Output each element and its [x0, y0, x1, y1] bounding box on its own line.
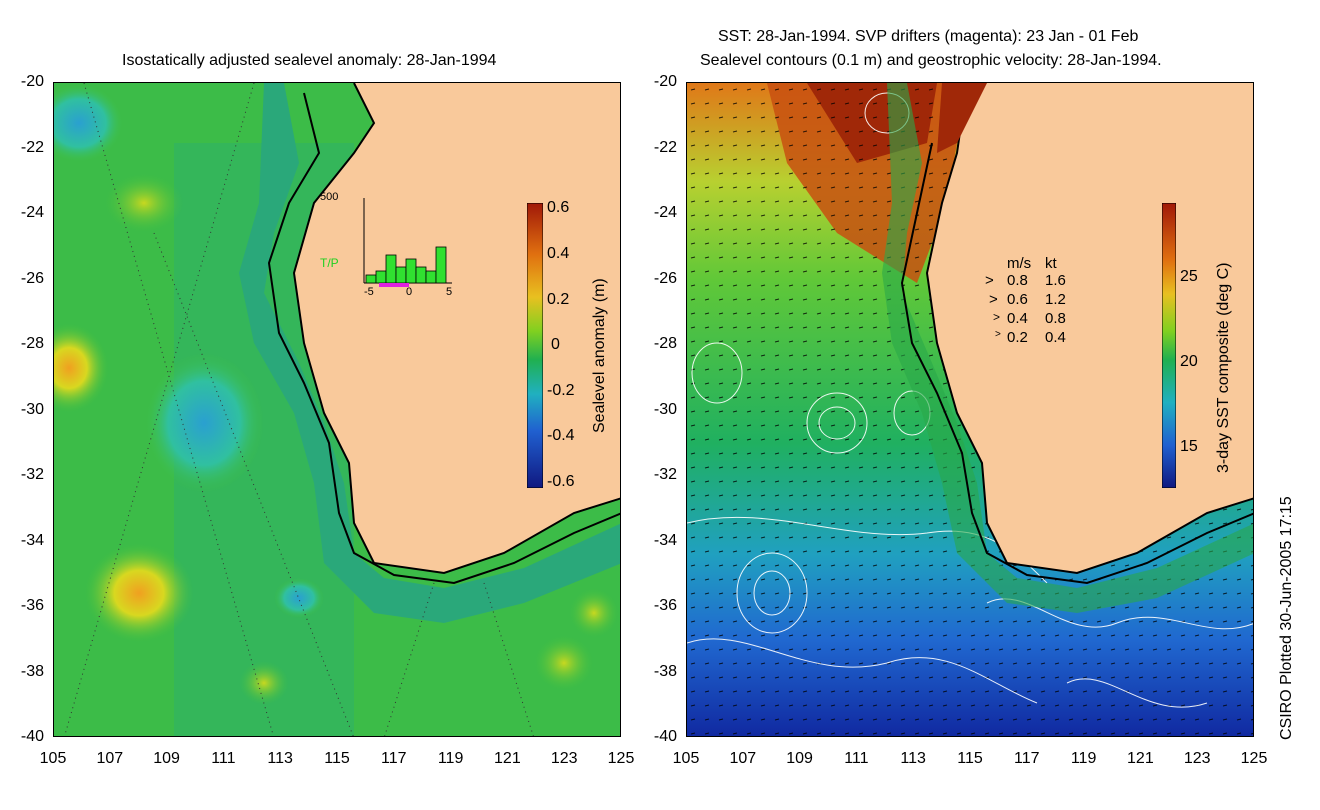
y-tick-8: -36 — [653, 597, 677, 614]
velocity-arrow-icon: > — [995, 329, 1001, 340]
y-tick-4: -28 — [653, 335, 677, 352]
sl-cb-tick-1: 0.4 — [547, 245, 570, 262]
x-tick-1: 107 — [729, 750, 757, 767]
y-tick-2: -24 — [653, 204, 677, 221]
histogram-bar — [405, 258, 417, 284]
x-tick-1: 107 — [96, 750, 124, 767]
y-tick-6: -32 — [653, 466, 677, 483]
drifter-range-bar — [379, 283, 409, 287]
y-tick-5: -30 — [653, 400, 677, 418]
sst-cb-tick-0: 25 — [1180, 268, 1198, 285]
sl-cb-tick-0: 0.6 — [547, 199, 570, 216]
x-tick-7: 119 — [437, 750, 464, 767]
velocity-legend-ms-0: 0.8 — [1007, 272, 1028, 289]
left-panel-title: Isostatically adjusted sealevel anomaly:… — [122, 52, 497, 69]
x-tick-0: 105 — [672, 750, 700, 767]
x-tick-6: 117 — [381, 750, 407, 767]
y-tick-7: -34 — [20, 531, 44, 549]
left-sealevel-map: 500 T/P -5 0 5 0.6 0.4 0.2 0 -0.2 -0.4 -… — [53, 82, 621, 737]
sl-cb-tick-6: -0.6 — [547, 473, 575, 490]
y-tick-0: -20 — [653, 73, 677, 90]
histogram-xtick-0: -5 — [364, 286, 374, 298]
velocity-legend-kt-3: 0.4 — [1045, 329, 1066, 346]
velocity-legend-ms-2: 0.4 — [1007, 310, 1028, 327]
x-tick-10: 125 — [1240, 750, 1268, 767]
velocity-arrow-icon: > — [989, 291, 998, 308]
credit-text: CSIRO Plotted 30-Jun-2005 17:15 — [1278, 496, 1295, 740]
y-tick-10: -40 — [653, 728, 677, 745]
velocity-legend-kt-1: 1.2 — [1045, 291, 1066, 308]
histogram-xtick-1: 0 — [406, 286, 413, 298]
sl-cb-tick-2: 0.2 — [547, 291, 570, 308]
x-tick-4: 113 — [267, 750, 293, 767]
y-tick-4: -28 — [20, 335, 44, 352]
sl-cb-tick-3: 0 — [551, 336, 560, 353]
sl-cb-tick-4: -0.2 — [547, 382, 575, 399]
y-tick-2: -24 — [20, 204, 44, 221]
histogram-bar — [425, 270, 437, 284]
y-tick-10: -40 — [20, 728, 44, 745]
sst-colorbar — [1162, 203, 1176, 488]
velocity-legend-ms-3: 0.2 — [1007, 329, 1028, 346]
y-tick-3: -26 — [20, 269, 44, 287]
x-tick-7: 119 — [1070, 750, 1097, 767]
x-tick-6: 117 — [1014, 750, 1040, 767]
sealevel-colorbar — [527, 203, 543, 488]
x-tick-8: 121 — [1127, 750, 1154, 767]
y-tick-0: -20 — [20, 73, 44, 90]
sl-colorbar-label: Sealevel anomaly (m) — [591, 278, 608, 433]
histogram-inset — [363, 198, 452, 287]
right-sst-map: m/s kt > 0.8 1.6 > 0.6 1.2 > 0.4 0.8 > 0… — [686, 82, 1254, 737]
velocity-arrow-icon: > — [985, 272, 994, 289]
histogram-bar — [375, 270, 387, 284]
sst-cb-tick-2: 15 — [1180, 438, 1198, 455]
y-tick-1: -22 — [653, 138, 677, 156]
x-tick-2: 109 — [153, 750, 180, 767]
sl-cb-tick-5: -0.4 — [547, 427, 575, 444]
velocity-legend-kt-2: 0.8 — [1045, 310, 1066, 327]
y-tick-9: -38 — [653, 662, 677, 680]
histogram-bar — [385, 254, 397, 284]
x-tick-0: 105 — [39, 750, 67, 767]
y-tick-6: -32 — [20, 466, 44, 483]
x-tick-3: 111 — [844, 750, 869, 767]
histogram-bar — [435, 246, 447, 284]
sst-cb-tick-1: 20 — [1180, 353, 1198, 370]
y-tick-8: -36 — [20, 597, 44, 614]
y-tick-3: -26 — [653, 269, 677, 287]
histogram-bar — [415, 266, 427, 284]
velocity-legend-kt-0: 1.6 — [1045, 272, 1066, 289]
sst-colorbar-label: 3-day SST composite (deg C) — [1215, 262, 1232, 473]
x-tick-9: 123 — [1183, 750, 1211, 767]
y-tick-9: -38 — [20, 662, 44, 680]
histogram-bar — [395, 266, 407, 284]
y-tick-1: -22 — [20, 138, 44, 156]
x-tick-4: 113 — [900, 750, 926, 767]
right-panel-title-line1: SST: 28-Jan-1994. SVP drifters (magenta)… — [718, 28, 1139, 45]
histogram-series-label: T/P — [320, 256, 339, 270]
velocity-legend-header-kt: kt — [1045, 255, 1057, 272]
y-tick-7: -34 — [653, 531, 677, 549]
y-tick-5: -30 — [20, 400, 44, 418]
x-tick-3: 111 — [211, 750, 236, 767]
velocity-arrow-icon: > — [993, 310, 1001, 324]
x-tick-5: 115 — [957, 750, 983, 767]
right-map-canvas — [687, 83, 1253, 736]
velocity-legend-ms-1: 0.6 — [1007, 291, 1028, 308]
right-panel-title-line2: Sealevel contours (0.1 m) and geostrophi… — [700, 52, 1162, 69]
velocity-legend-header-ms: m/s — [1007, 255, 1032, 272]
x-tick-9: 123 — [550, 750, 578, 767]
x-tick-2: 109 — [786, 750, 813, 767]
histogram-xtick-2: 5 — [446, 286, 453, 298]
x-tick-10: 125 — [607, 750, 635, 767]
x-tick-5: 115 — [324, 750, 350, 767]
histogram-ymax-label: 500 — [320, 191, 339, 203]
histogram-bar — [365, 274, 377, 284]
x-tick-8: 121 — [494, 750, 521, 767]
